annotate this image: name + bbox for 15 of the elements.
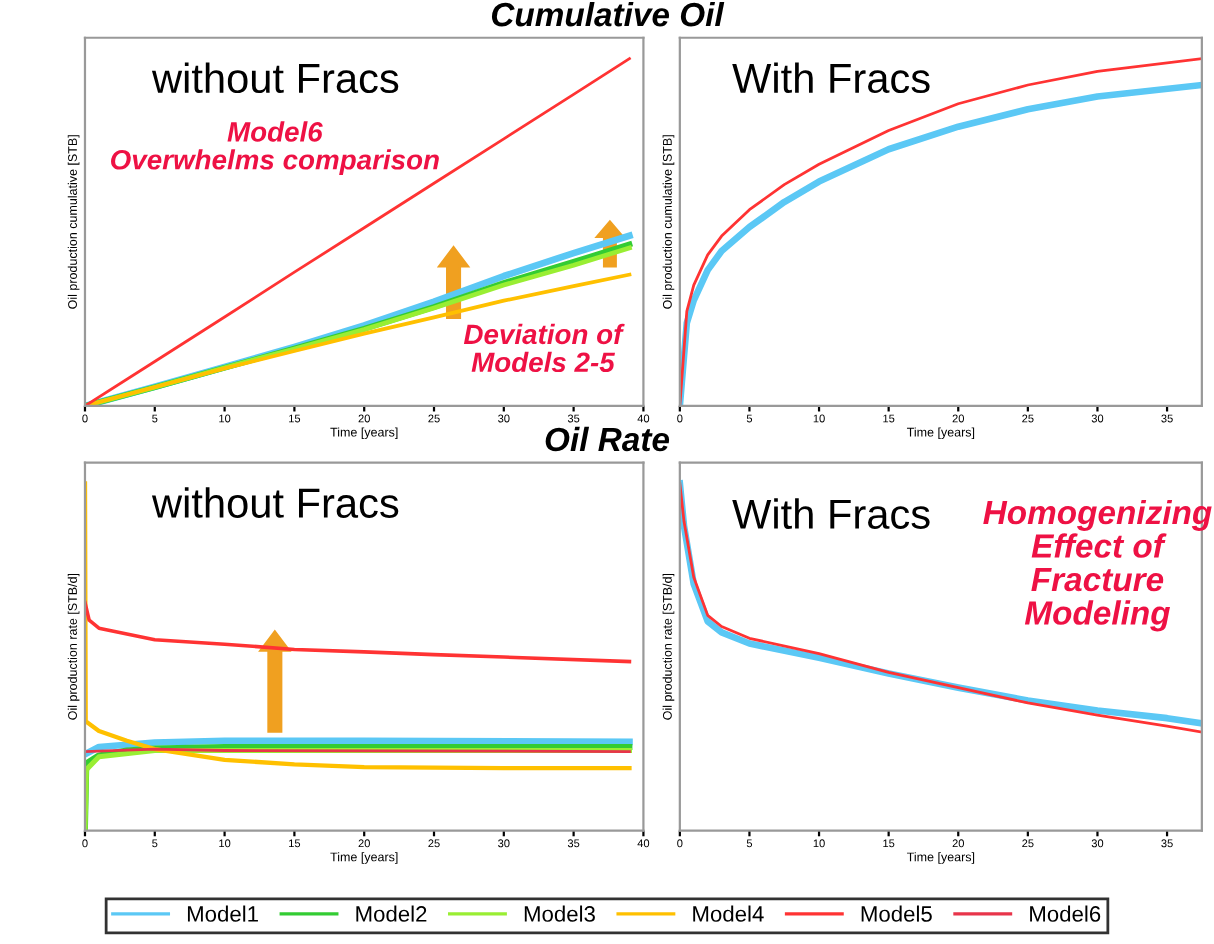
annotation: Model6 Overwhelms comparison: [111, 121, 439, 176]
chart-title: Oil Rate: [545, 426, 670, 452]
annotation: Homogenizing Effect of Fracture Modeling: [983, 499, 1212, 632]
annotation: Deviation of Models 2-5: [463, 323, 625, 373]
annotation: without Fracs: [151, 487, 399, 518]
legend-label: Model1: [187, 905, 258, 922]
chart-title: Cumulative Oil: [491, 1, 725, 27]
legend-label: Model2: [356, 905, 427, 922]
legend-label: Model3: [524, 905, 595, 922]
legend-label: Model4: [693, 905, 764, 922]
legend-label: Model5: [861, 905, 932, 922]
annotation: without Fracs: [151, 62, 399, 94]
legend-label: Model6: [1030, 905, 1101, 922]
annotation: With Fracs: [732, 498, 930, 529]
annotation: With Fracs: [732, 62, 930, 94]
